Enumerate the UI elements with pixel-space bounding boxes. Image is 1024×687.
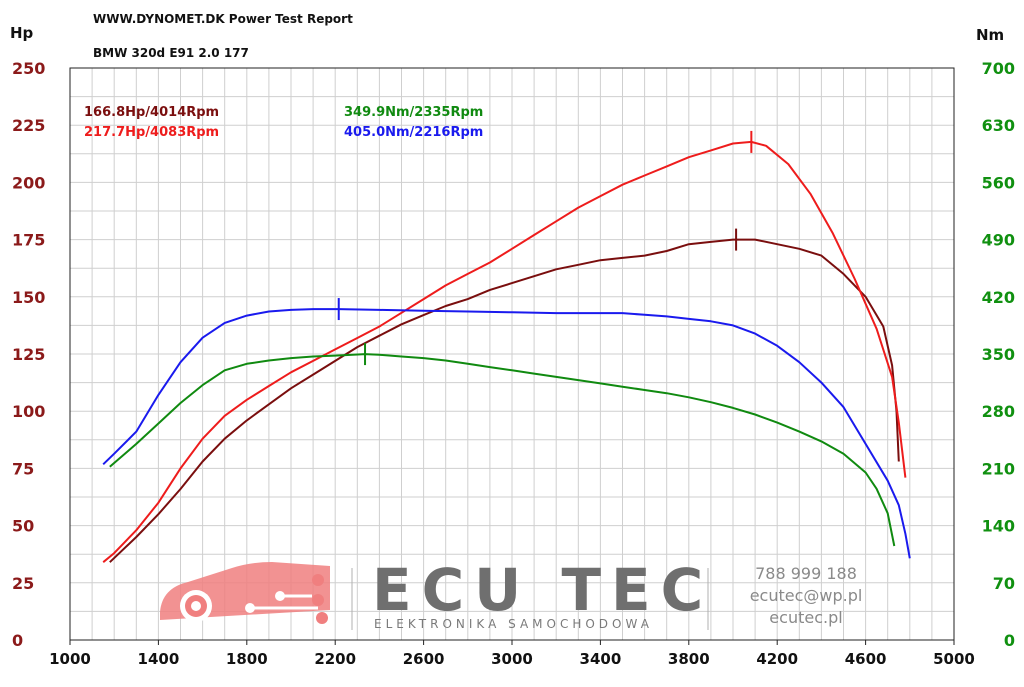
y-left-tick-label: 175	[12, 231, 45, 250]
y-right-tick-label: 490	[982, 231, 1015, 250]
x-tick-label: 3400	[580, 650, 622, 668]
y-left-tick-label: 25	[12, 574, 34, 593]
y-left-tick-label: 250	[12, 59, 45, 78]
series-layer	[102, 130, 911, 563]
contact-email[interactable]: ecutec@wp.pl	[749, 586, 863, 605]
series-line-hp_stock	[109, 238, 900, 563]
y-left-tick-label: 150	[12, 288, 45, 307]
y-left-tick-label: 50	[12, 517, 34, 536]
peak-hp-stock: 166.8Hp/4014Rpm	[84, 105, 220, 120]
x-tick-label: 2200	[314, 650, 356, 668]
y-right-tick-label: 210	[982, 459, 1015, 478]
x-tick-label: 1800	[226, 650, 268, 668]
x-tick-label: 2600	[403, 650, 445, 668]
y-right-tick-label: 70	[993, 574, 1015, 593]
y-right-tick-label: 560	[982, 173, 1015, 192]
logo-name: ECU TEC	[372, 556, 714, 624]
contact-phone: 788 999 188	[755, 564, 857, 583]
x-tick-label: 3000	[491, 650, 533, 668]
y-left-tick-label: 75	[12, 459, 34, 478]
right-axis-unit: Nm	[976, 26, 1005, 44]
axis-ticks: 1000 1400 1800 2200 2600 3000 3400 3800 4200 4600…	[12, 59, 1015, 668]
y-right-tick-label: 140	[982, 517, 1015, 536]
left-axis-unit: Hp	[10, 24, 34, 42]
y-left-tick-label: 125	[12, 345, 45, 364]
x-tick-label: 5000	[933, 650, 975, 668]
grid-lines	[70, 68, 954, 640]
x-tick-label: 4200	[756, 650, 798, 668]
series-line-nm_stock	[109, 353, 896, 547]
y-right-tick-label: 0	[1004, 631, 1015, 650]
report-title: WWW.DYNOMET.DK Power Test Report	[93, 12, 353, 26]
y-left-tick-label: 100	[12, 402, 45, 421]
x-tick-label: 4600	[845, 650, 887, 668]
peak-hp-tuned: 217.7Hp/4083Rpm	[84, 125, 220, 140]
y-left-tick-label: 200	[12, 173, 45, 192]
series-line-nm_tuned	[102, 308, 911, 559]
y-right-tick-label: 280	[982, 402, 1015, 421]
y-left-tick-label: 0	[12, 631, 23, 650]
peak-nm-stock: 349.9Nm/2335Rpm	[344, 105, 484, 120]
x-tick-label: 1400	[138, 650, 180, 668]
series-line-hp_tuned	[102, 140, 907, 563]
peak-nm-tuned: 405.0Nm/2216Rpm	[344, 125, 484, 140]
y-right-tick-label: 350	[982, 345, 1015, 364]
logo-tagline: ELEKTRONIKA SAMOCHODOWA	[374, 617, 653, 631]
y-right-tick-label: 700	[982, 59, 1015, 78]
y-right-tick-label: 630	[982, 116, 1015, 135]
y-left-tick-label: 225	[12, 116, 45, 135]
vehicle-name: BMW 320d E91 2.0 177	[93, 46, 249, 60]
x-tick-label: 3800	[668, 650, 710, 668]
contact-website[interactable]: ecutec.pl	[769, 608, 843, 627]
car-logo	[160, 562, 330, 624]
x-tick-label: 1000	[49, 650, 91, 668]
y-right-tick-label: 420	[982, 288, 1015, 307]
